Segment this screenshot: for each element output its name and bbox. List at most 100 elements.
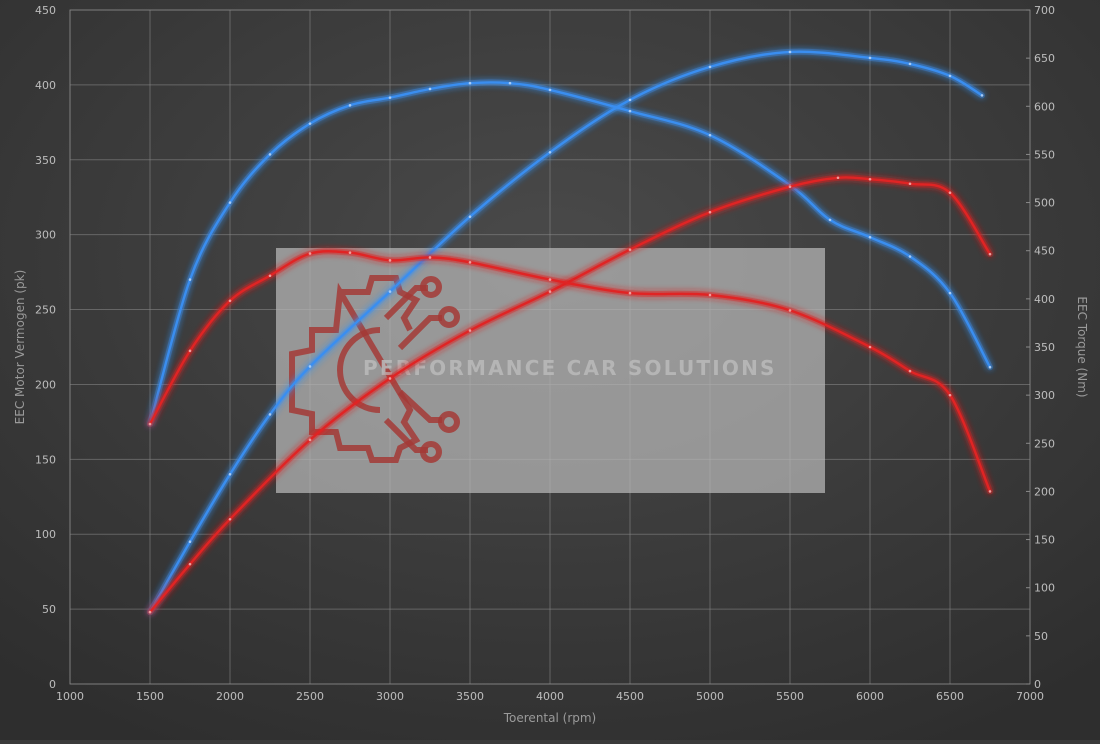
data-point — [868, 345, 872, 349]
data-point — [468, 260, 472, 264]
data-point — [548, 150, 552, 154]
x-tick-label: 1500 — [136, 690, 164, 703]
data-point — [980, 94, 984, 97]
y-left-tick-label: 350 — [35, 154, 56, 167]
data-point — [468, 81, 472, 85]
data-point — [428, 87, 432, 91]
series-1 — [147, 79, 993, 427]
data-point — [428, 256, 432, 259]
x-tick-label: 3000 — [376, 690, 404, 703]
x-tick-label: 6000 — [856, 690, 884, 703]
data-point — [868, 177, 872, 181]
data-point — [788, 309, 792, 312]
y-axis-right-title: EEC Torque (Nm) — [1075, 296, 1089, 397]
data-point — [988, 252, 992, 256]
series-line — [148, 50, 984, 614]
y-right-tick-label: 150 — [1034, 534, 1055, 547]
series-line — [148, 250, 992, 493]
data-point — [148, 610, 152, 614]
y-left-tick-label: 100 — [35, 528, 56, 541]
data-point — [948, 393, 952, 397]
data-point — [348, 251, 352, 254]
y-right-tick-label: 400 — [1034, 293, 1055, 306]
data-point — [708, 293, 712, 297]
watermark-text: PERFORMANCE CAR SOLUTIONS — [363, 356, 777, 380]
y-left-tick-label: 50 — [42, 603, 56, 616]
y-right-tick-label: 700 — [1034, 4, 1055, 17]
x-tick-label: 6500 — [936, 690, 964, 703]
data-point — [868, 235, 872, 239]
data-point — [868, 56, 872, 60]
series-0 — [147, 48, 985, 616]
data-point — [836, 176, 840, 180]
data-point — [228, 299, 232, 303]
y-left-tick-label: 250 — [35, 304, 56, 317]
data-point — [388, 96, 392, 99]
data-point — [628, 109, 632, 113]
y-right-tick-label: 250 — [1034, 437, 1055, 450]
y-left-tick-label: 450 — [35, 4, 56, 17]
series-3 — [147, 248, 993, 495]
data-point — [468, 329, 472, 332]
series — [147, 48, 993, 616]
data-point — [628, 291, 632, 295]
data-point — [908, 369, 912, 373]
x-tick-label: 2500 — [296, 690, 324, 703]
data-point — [228, 473, 232, 476]
x-tick-label: 5500 — [776, 690, 804, 703]
data-point — [948, 291, 952, 295]
data-point — [308, 365, 312, 368]
data-point — [388, 377, 392, 380]
data-point — [348, 104, 352, 107]
y-right-tick-label: 600 — [1034, 100, 1055, 113]
data-point — [948, 74, 952, 78]
data-point — [228, 517, 232, 521]
plot-frame — [69, 9, 1031, 685]
data-point — [628, 98, 632, 102]
data-point — [508, 81, 512, 85]
x-tick-label: 2000 — [216, 690, 244, 703]
watermark: PERFORMANCE CAR SOLUTIONS — [276, 248, 825, 493]
data-point — [308, 252, 312, 255]
data-point — [308, 438, 312, 442]
data-point — [388, 290, 392, 293]
data-point — [628, 248, 632, 251]
data-point — [188, 349, 192, 353]
data-point — [908, 255, 912, 258]
data-point — [548, 278, 552, 281]
data-point — [828, 218, 832, 222]
tick-labels: 1000 1500 2000 2500 3000 3500 4000 4500 5000 5500… — [35, 4, 1055, 703]
data-point — [268, 274, 272, 278]
data-point — [548, 88, 552, 92]
y-left-tick-label: 300 — [35, 229, 56, 242]
data-point — [188, 562, 192, 566]
series-2 — [147, 174, 993, 616]
data-point — [468, 215, 472, 218]
data-point — [268, 153, 272, 156]
x-tick-label: 5000 — [696, 690, 724, 703]
data-point — [708, 133, 712, 137]
y-axis-left-title: EEC Motor Vermogen (pk) — [13, 270, 27, 425]
y-right-tick-label: 100 — [1034, 582, 1055, 595]
data-point — [188, 540, 192, 544]
data-point — [388, 259, 392, 262]
y-right-tick-label: 0 — [1034, 678, 1041, 691]
y-left-tick-label: 150 — [35, 453, 56, 466]
data-point — [148, 422, 152, 426]
x-tick-label: 1000 — [56, 690, 84, 703]
y-right-tick-label: 450 — [1034, 245, 1055, 258]
data-point — [908, 62, 912, 66]
data-point — [788, 185, 792, 189]
data-point — [948, 191, 952, 195]
y-left-tick-label: 0 — [49, 678, 56, 691]
y-right-tick-label: 500 — [1034, 197, 1055, 210]
y-right-tick-label: 300 — [1034, 389, 1055, 402]
x-axis-title: Toerental (rpm) — [503, 711, 596, 725]
y-right-tick-label: 350 — [1034, 341, 1055, 354]
series-line — [148, 176, 992, 614]
x-tick-label: 4000 — [536, 690, 564, 703]
y-right-tick-label: 200 — [1034, 485, 1055, 498]
data-point — [788, 50, 792, 54]
